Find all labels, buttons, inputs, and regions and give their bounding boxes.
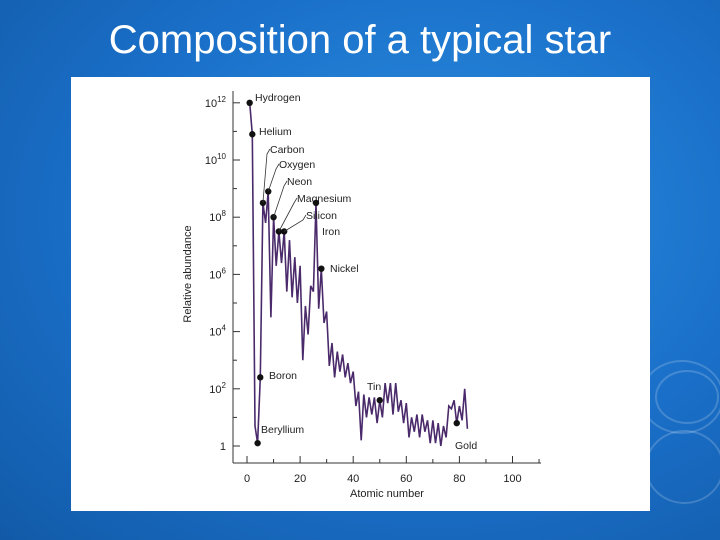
annotation-label: Beryllium <box>261 424 304 436</box>
element-marker <box>257 374 264 381</box>
annotation-label: Tin <box>367 381 381 393</box>
y-axis-label: Relative abundance <box>182 225 194 322</box>
annotation-helium: Helium <box>249 126 292 138</box>
annotation-oxygen: Oxygen <box>265 159 315 195</box>
element-marker <box>265 188 272 195</box>
leader-line <box>262 148 271 203</box>
x-tick-labels: 0 20 40 60 80 100 <box>244 473 522 485</box>
annotation-label: Helium <box>259 126 292 138</box>
leader-line <box>273 180 288 218</box>
element-marker <box>318 265 325 272</box>
annotation-magnesium: Magnesium <box>275 193 352 235</box>
annotation-tin: Tin <box>367 381 383 404</box>
annotation-neon: Neon <box>270 176 312 221</box>
leader-line <box>278 197 298 232</box>
abundance-chart: 1 102 104 106 108 1010 1012 0 20 40 60 80 100 Hydro… <box>182 91 541 500</box>
annotation-label: Boron <box>269 370 297 382</box>
x-tick-label: 0 <box>244 473 250 485</box>
x-tick-label: 100 <box>503 473 521 485</box>
x-tick-label: 20 <box>294 473 306 485</box>
y-tick-label: 1010 <box>205 152 227 167</box>
annotation-label: Nickel <box>330 263 359 275</box>
y-tick-label: 1012 <box>205 95 227 110</box>
element-marker <box>254 439 261 447</box>
annotation-label: Gold <box>455 440 477 452</box>
y-tick-label: 106 <box>209 266 226 281</box>
annotation-silicon: Silicon <box>280 210 337 235</box>
element-marker <box>376 397 383 404</box>
x-axis-label: Atomic number <box>350 488 424 500</box>
annotation-label: Oxygen <box>279 159 315 171</box>
water-ripple-decoration <box>640 360 720 434</box>
element-marker <box>312 199 320 207</box>
x-tick-label: 60 <box>400 473 412 485</box>
y-tick-label: 108 <box>209 209 226 224</box>
x-tick-label: 40 <box>347 473 359 485</box>
annotation-label: Carbon <box>270 144 305 156</box>
element-marker <box>453 419 460 427</box>
annotation-boron: Boron <box>257 370 297 382</box>
annotation-iron: Iron <box>312 199 340 238</box>
element-marker <box>270 214 277 221</box>
y-tick-labels: 1 102 104 106 108 1010 1012 <box>205 95 227 453</box>
y-tick-label: 102 <box>209 381 226 396</box>
chart-panel: 1 102 104 106 108 1010 1012 0 20 40 60 80 100 Hydro… <box>71 77 650 511</box>
element-marker <box>275 228 283 235</box>
water-ripple-decoration <box>645 430 720 504</box>
annotation-label: Neon <box>287 176 312 188</box>
leader-line <box>267 163 280 192</box>
x-tick-label: 80 <box>453 473 465 485</box>
y-tick-label: 104 <box>209 324 226 339</box>
element-annotations: Hydrogen Helium Carbon Oxygen Neon Magnesium S… <box>246 92 477 452</box>
slide-title: Composition of a typical star <box>108 18 612 62</box>
element-marker <box>259 199 267 207</box>
abundance-series-line <box>248 102 469 447</box>
element-marker <box>280 228 288 235</box>
element-marker <box>246 99 253 106</box>
annotation-beryllium: Beryllium <box>254 424 304 447</box>
annotation-label: Magnesium <box>297 193 352 205</box>
element-marker <box>249 131 256 138</box>
annotation-nickel: Nickel <box>318 263 359 275</box>
annotation-gold: Gold <box>453 419 477 452</box>
y-tick-label: 1 <box>220 441 226 453</box>
annotation-label: Hydrogen <box>255 92 301 104</box>
annotation-label: Silicon <box>306 210 337 222</box>
chart-axes <box>232 91 541 464</box>
annotation-label: Iron <box>322 226 340 238</box>
annotation-hydrogen: Hydrogen <box>246 92 301 106</box>
annotation-carbon: Carbon <box>259 144 305 207</box>
leader-line <box>283 214 307 232</box>
